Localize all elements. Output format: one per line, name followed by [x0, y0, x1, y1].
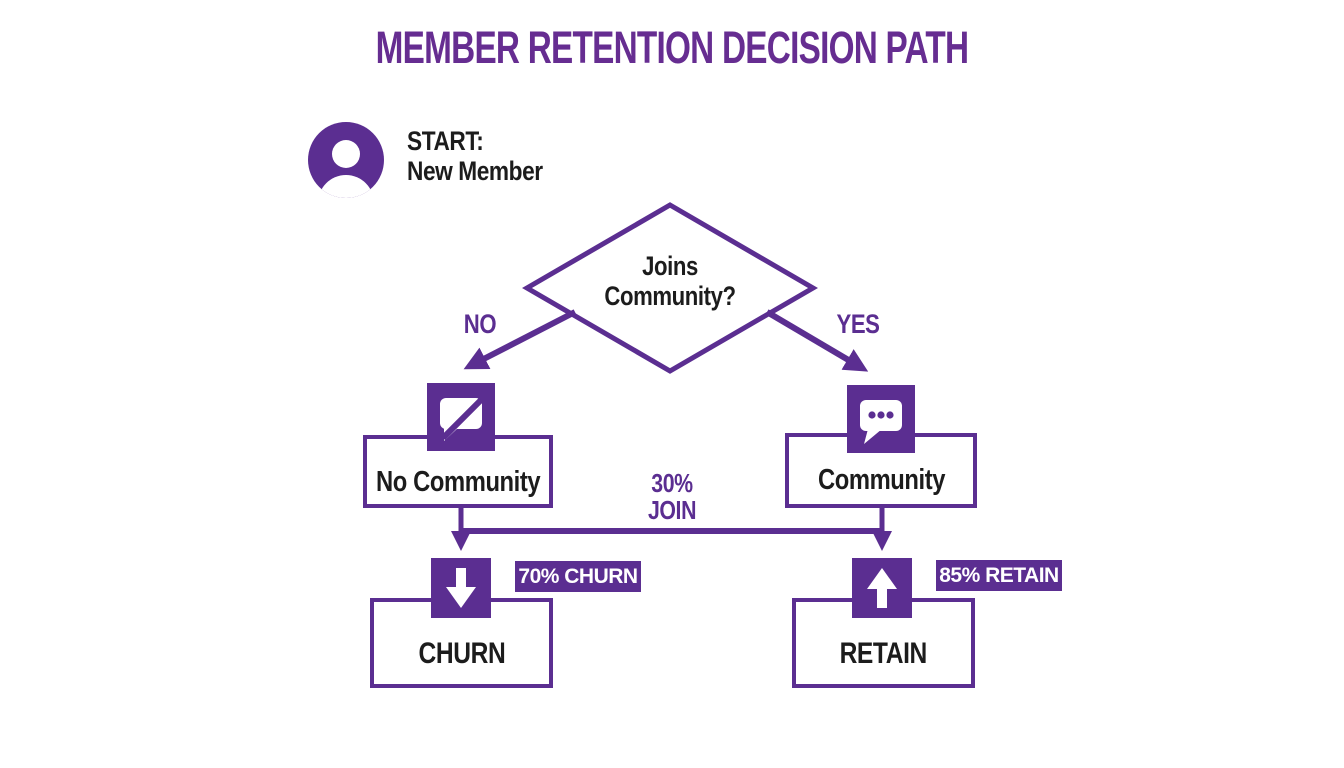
- start-label: START: New Member: [407, 126, 543, 186]
- arrow-up-icon: [852, 558, 912, 618]
- churn-label: CHURN: [418, 637, 505, 670]
- start-label-line1: START:: [407, 126, 484, 156]
- retain-rate-text: 85% RETAIN: [939, 563, 1059, 587]
- decision-label: Joins Community?: [545, 251, 795, 311]
- retain-label: RETAIN: [839, 637, 928, 670]
- community-label: Community: [817, 464, 945, 496]
- no-community-label: No Community: [375, 466, 541, 498]
- join-percentage-label: 30% JOIN: [602, 470, 742, 524]
- chat-disabled-icon: [427, 383, 495, 451]
- chat-dots-icon: [847, 385, 915, 453]
- no-branch-arrow: [463, 309, 577, 370]
- start-node: [308, 122, 384, 198]
- arrow-down-icon: [431, 558, 491, 618]
- start-label-line2: New Member: [407, 156, 543, 186]
- yes-branch-arrow: [765, 309, 869, 372]
- churn-rate-badge: 70% CHURN: [515, 561, 641, 592]
- page-title: MEMBER RETENTION DECISION PATH: [375, 22, 969, 73]
- yes-label: YES: [836, 309, 880, 339]
- join-percentage-line2: JOIN: [647, 495, 697, 525]
- churn-rate-text: 70% CHURN: [518, 564, 638, 588]
- decision-label-line1: Joins: [642, 251, 698, 281]
- join-percentage-line1: 30%: [651, 468, 693, 498]
- decision-label-line2: Community?: [604, 281, 736, 311]
- decision-diamond: [522, 202, 818, 374]
- no-label: NO: [463, 309, 497, 339]
- person-icon: [318, 140, 374, 198]
- retain-rate-badge: 85% RETAIN: [936, 560, 1062, 591]
